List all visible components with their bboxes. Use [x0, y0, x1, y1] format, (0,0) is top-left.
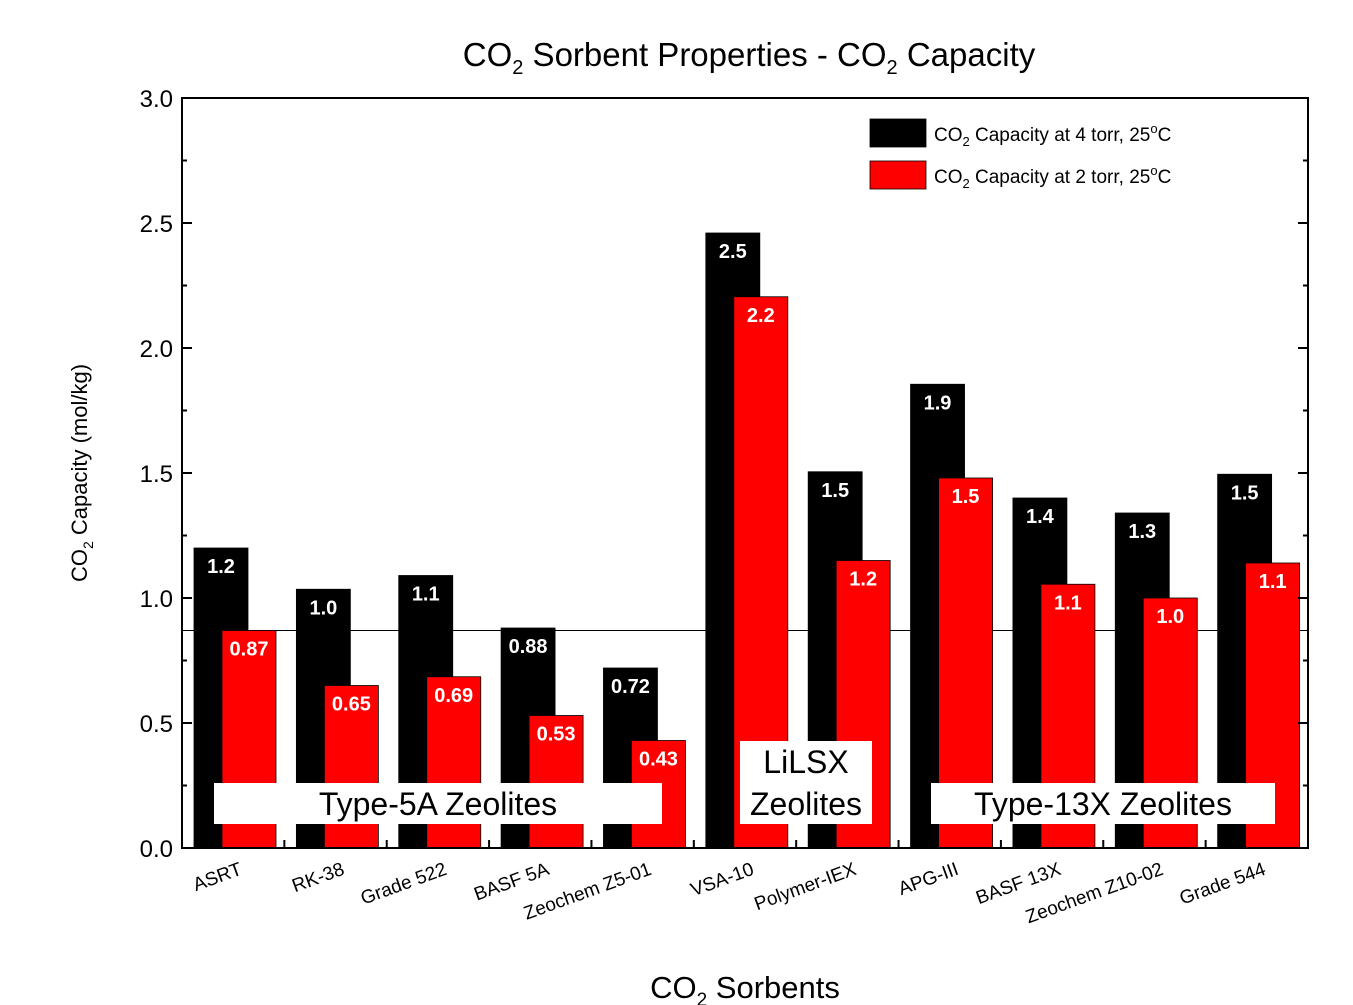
legend-label-0-main: CO [934, 125, 963, 146]
y-tick-label-2: 1.0 [140, 586, 173, 613]
bar-label-s1-6: 1.2 [849, 569, 877, 591]
x-tick-label-10: Grade 544 [1177, 859, 1269, 910]
bar-label-s0-5: 2.5 [719, 241, 747, 263]
bar-label-s0-9: 1.3 [1128, 521, 1156, 543]
group-box-0 [214, 783, 662, 824]
bar-label-s1-4: 0.43 [639, 749, 678, 771]
x-axis-title-rest: Sorbents [707, 970, 840, 1005]
bar-label-s0-3: 0.88 [509, 636, 548, 658]
y-axis-title-rest: Capacity (mol/kg) [67, 364, 92, 541]
y-tick-label-3: 1.5 [140, 461, 173, 488]
bar-label-s1-0: 0.87 [230, 639, 269, 661]
legend-label-1-sub: 2 [963, 176, 970, 191]
bar-label-s1-8: 1.1 [1054, 592, 1082, 614]
x-axis-title: CO2 Sorbents [650, 970, 840, 1005]
plot-area: 1.2 1.0 1.1 0.88 0.72 2.5 1.5 1.9 1.4 1.3 1.5 0.87 0… [140, 86, 1309, 928]
bar-label-s1-9: 1.0 [1156, 606, 1184, 628]
bar-s1-3 [528, 715, 584, 849]
legend-label-0-end: C [1158, 125, 1172, 146]
bar-label-s0-6: 1.5 [821, 480, 849, 502]
x-axis-title-sub: 2 [697, 990, 708, 1005]
y-tick-label-1: 0.5 [140, 711, 173, 738]
group-box-1 [740, 741, 872, 824]
legend-label-1: CO2 Capacity at 2 torr, 25oC [934, 163, 1171, 191]
bar-label-s1-2: 0.69 [434, 685, 473, 707]
y-axis-title-main: CO [67, 549, 92, 582]
bar-label-s1-1: 0.65 [332, 694, 371, 716]
group-box-2 [931, 783, 1275, 824]
chart-title-sub2: 2 [887, 57, 898, 79]
y-tick-label-5: 2.5 [140, 211, 173, 238]
y-axis-title: CO2 Capacity (mol/kg) [67, 364, 96, 582]
bar-label-s0-1: 1.0 [309, 597, 337, 619]
y-tick-label-4: 2.0 [140, 336, 173, 363]
chart-title-end: Capacity [898, 36, 1036, 73]
bar-label-s1-3: 0.53 [537, 724, 576, 746]
bar-label-s1-10: 1.1 [1259, 571, 1287, 593]
legend-swatch-0 [869, 118, 927, 148]
y-axis-title-sub: 2 [80, 541, 96, 549]
bar-label-s0-4: 0.72 [611, 676, 650, 698]
bar-label-s0-10: 1.5 [1231, 482, 1259, 504]
bar-label-s0-7: 1.9 [924, 392, 952, 414]
bar-label-s0-2: 1.1 [412, 584, 440, 606]
legend-label-1-rest: Capacity at 2 torr, 25 [970, 167, 1151, 188]
bar-label-s1-5: 2.2 [747, 305, 775, 327]
x-tick-label-2: Grade 522 [358, 859, 450, 909]
legend-label-0: CO2 Capacity at 4 torr, 25oC [934, 121, 1171, 149]
group-label-1-0: LiLSX [763, 744, 848, 780]
legend-label-1-main: CO [934, 167, 963, 188]
y-tick-label-6: 3.0 [140, 86, 173, 113]
chart-title: CO2 Sorbent Properties - CO2 Capacity [463, 36, 1036, 79]
x-tick-label-1: RK-38 [289, 859, 347, 897]
group-label-2-0: Type-13X Zeolites [974, 786, 1232, 822]
chart-title-main: CO [463, 36, 513, 73]
legend-label-0-sub: 2 [963, 134, 970, 149]
x-tick-label-0: ASRT [190, 859, 245, 896]
legend-label-0-rest: Capacity at 4 torr, 25 [970, 125, 1151, 146]
x-tick-label-7: APG-III [896, 859, 962, 900]
bar-label-s0-0: 1.2 [207, 556, 235, 578]
chart-title-rest: Sorbent Properties - CO [523, 36, 886, 73]
group-label-0-0: Type-5A Zeolites [319, 786, 557, 822]
legend-label-1-end: C [1158, 167, 1172, 188]
x-tick-label-5: VSA-10 [688, 859, 757, 901]
legend-label-1-sup: o [1150, 163, 1157, 178]
x-tick-label-6: Polymer-IEX [752, 859, 860, 915]
bar-label-s1-7: 1.5 [952, 486, 980, 508]
chart-title-sub: 2 [512, 57, 523, 79]
legend-swatch-1 [869, 160, 927, 190]
legend-label-0-sup: o [1150, 121, 1157, 136]
y-tick-label-0: 0.0 [140, 836, 173, 863]
group-label-1-1: Zeolites [750, 786, 862, 822]
x-axis-title-main: CO [650, 970, 697, 1005]
bar-label-s0-8: 1.4 [1026, 506, 1055, 528]
